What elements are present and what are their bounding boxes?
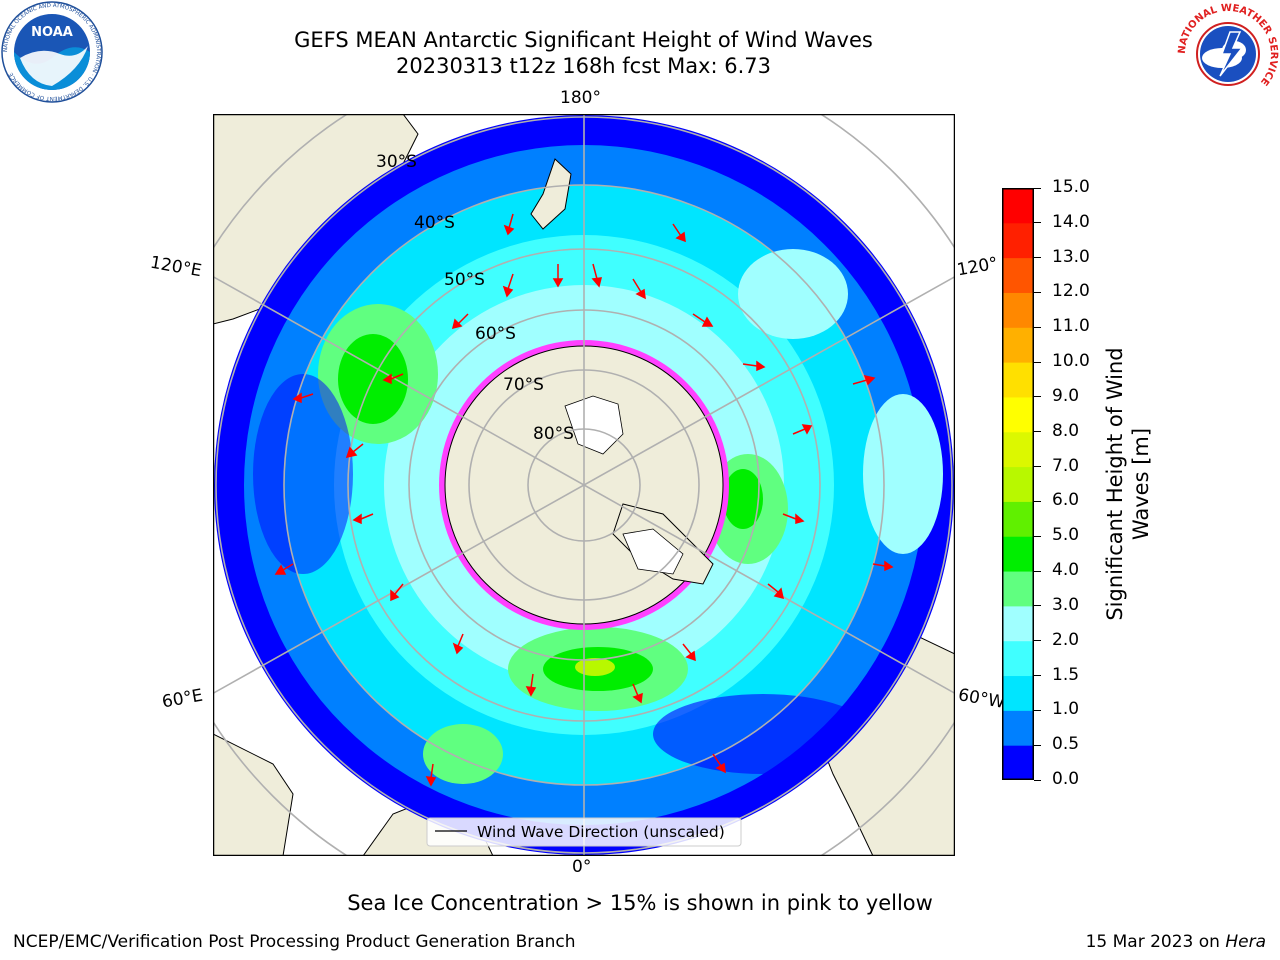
chart-title: GEFS MEAN Antarctic Significant Height o… (294, 28, 873, 52)
colorbar-tick-label: 6.0 (1052, 490, 1080, 511)
colorbar-tick-mark (1034, 744, 1041, 746)
noaa-logo-text: NOAA (31, 25, 73, 40)
lat-label-40s: 40°S (414, 213, 455, 233)
footer-branch: NCEP/EMC/Verification Post Processing Pr… (13, 932, 576, 952)
lon-label-left-lower: 60°E (160, 685, 205, 713)
map-legend-label: Wind Wave Direction (unscaled) (477, 823, 725, 841)
colorbar-tick-mark (1034, 361, 1041, 363)
colorbar-tick-mark (1034, 500, 1041, 502)
colorbar-tick-label: 11.0 (1052, 316, 1090, 337)
colorbar-tick-label: 4.0 (1052, 560, 1080, 581)
colorbar-tick-label: 12.0 (1052, 281, 1090, 302)
footer-host: Hera (1225, 932, 1266, 952)
colorbar-segment (1002, 362, 1034, 398)
colorbar-segment (1002, 327, 1034, 363)
colorbar-tick-mark (1034, 222, 1041, 224)
colorbar-tick-label: 5.0 (1052, 525, 1080, 546)
colorbar-tick-mark (1034, 570, 1041, 572)
lon-label-right-upper: 120° (955, 253, 1000, 281)
colorbar-tick-label: 1.0 (1052, 699, 1080, 720)
colorbar-segment (1002, 396, 1034, 433)
colorbar-segment (1002, 257, 1034, 293)
colorbar-segment (1002, 222, 1034, 259)
lat-label-60s: 60°S (475, 324, 516, 344)
colorbar-tick-label: 9.0 (1052, 385, 1080, 406)
colorbar-tick-label: 3.0 (1052, 594, 1080, 615)
colorbar-label-line1: Significant Height of Wind (1103, 347, 1127, 621)
colorbar-tick-mark (1034, 431, 1041, 433)
colorbar-tick-mark (1034, 396, 1041, 398)
lat-label-80s: 80°S (533, 424, 574, 444)
colorbar-tick-mark (1034, 326, 1041, 328)
colorbar-tick-label: 0.0 (1052, 769, 1080, 789)
footer-date: 15 Mar 2023 on Hera (1086, 932, 1266, 952)
colorbar-tick-mark (1034, 779, 1041, 781)
colorbar-tick-label: 13.0 (1052, 246, 1090, 267)
colorbar (1002, 188, 1034, 780)
graticule (213, 114, 955, 856)
sea-ice-caption: Sea Ice Concentration > 15% is shown in … (347, 891, 933, 915)
wind-arrows (274, 213, 894, 787)
colorbar-tick-label: 1.5 (1052, 664, 1080, 685)
colorbar-label-line2: Waves [m] (1129, 427, 1153, 541)
lat-label-70s: 70°S (503, 375, 544, 395)
polar-map: Wind Wave Direction (unscaled) (212, 113, 956, 857)
colorbar-tick-mark (1034, 466, 1041, 468)
lat-label-30s: 30°S (376, 152, 417, 172)
colorbar-segment (1002, 640, 1034, 677)
colorbar-tick-label: 2.0 (1052, 629, 1080, 650)
polar-map-svg: Wind Wave Direction (unscaled) (212, 113, 956, 857)
colorbar-border (1002, 188, 1034, 780)
land-new-zealand (530, 158, 572, 230)
chart-subtitle: 20230313 t12z 168h fcst Max: 6.73 (396, 54, 771, 78)
map-legend: Wind Wave Direction (unscaled) (426, 817, 742, 847)
colorbar-tick-mark (1034, 187, 1041, 189)
lon-label-top: 180° (560, 88, 601, 108)
colorbar-segment (1002, 675, 1034, 711)
noaa-logo-icon: NATIONAL OCEANIC AND ATMOSPHERIC ADMINIS… (1, 1, 103, 103)
colorbar-tick-mark (1034, 709, 1041, 711)
colorbar-tick-label: 14.0 (1052, 211, 1090, 232)
colorbar-tick-mark (1034, 291, 1041, 293)
colorbar-segment (1002, 710, 1034, 746)
footer-date-text: 15 Mar 2023 on (1085, 932, 1226, 952)
colorbar-segment (1002, 605, 1034, 642)
colorbar-ticks: 0.0 0.5 1.0 1.5 2.0 3.0 4.0 5.0 6.0 7.0 8.0 9.0 10.0… (1034, 177, 1094, 789)
colorbar-tick-mark (1034, 535, 1041, 537)
colorbar-segment (1002, 536, 1034, 572)
colorbar-segment (1002, 571, 1034, 607)
colorbar-tick-mark (1034, 675, 1041, 677)
colorbar-tick-label: 10.0 (1052, 351, 1090, 372)
colorbar-tick-mark (1034, 257, 1041, 259)
colorbar-segment (1002, 466, 1034, 502)
colorbar-tick-label: 8.0 (1052, 420, 1080, 441)
land-africa (213, 733, 294, 856)
lon-label-left-upper: 120°E (148, 252, 204, 282)
colorbar-label: Significant Height of Wind Waves [m] (1102, 314, 1154, 654)
colorbar-segment (1002, 501, 1034, 537)
colorbar-tick-label: 0.5 (1052, 734, 1080, 755)
colorbar-tick-label: 7.0 (1052, 455, 1080, 476)
lat-label-50s: 50°S (444, 270, 485, 290)
ice-shelf-ross (564, 395, 624, 455)
colorbar-segment (1002, 745, 1034, 780)
nws-logo-icon: NATIONAL WEATHER SERVICE (1177, 3, 1279, 104)
lon-label-right-lower: 60°W (956, 685, 1007, 713)
colorbar-tick-label: 15.0 (1052, 177, 1090, 197)
colorbar-segment (1002, 292, 1034, 328)
colorbar-segment (1002, 188, 1034, 224)
lon-label-bottom: 0° (572, 857, 592, 877)
colorbar-tick-mark (1034, 640, 1041, 642)
colorbar-segment (1002, 431, 1034, 468)
colorbar-tick-mark (1034, 605, 1041, 607)
